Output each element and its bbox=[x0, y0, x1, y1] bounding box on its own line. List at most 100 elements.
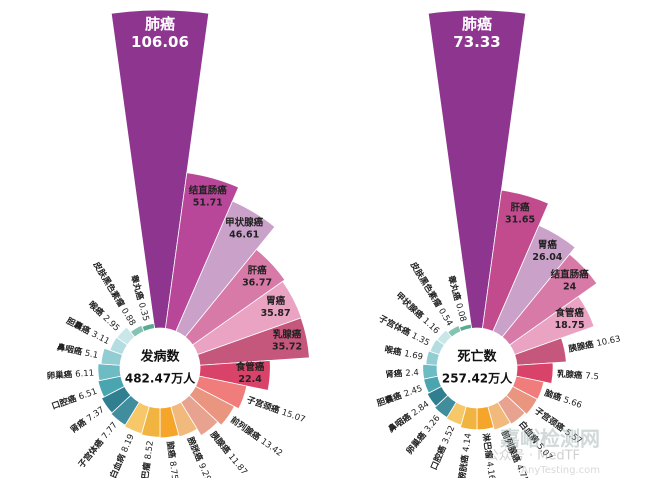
segment-label: 肝癌 31.65 bbox=[505, 201, 535, 225]
label-name: 甲状腺癌 bbox=[394, 290, 427, 322]
label-name: 肝癌 bbox=[248, 264, 268, 276]
label-name: 鼻咽癌 bbox=[386, 411, 414, 435]
label-value: 8.75 bbox=[167, 460, 179, 478]
segment-label: 食管癌 18.75 bbox=[554, 307, 584, 331]
label-name: 肾癌 bbox=[385, 368, 403, 380]
segment-label: 脑癌8.75 bbox=[164, 439, 180, 478]
label-value: 0.54 bbox=[436, 306, 454, 327]
label-name: 胰腺癌 bbox=[566, 338, 595, 354]
total-label: 257.42万人 bbox=[442, 371, 513, 386]
label-value: 6.11 bbox=[75, 368, 95, 379]
segment-label: 结直肠癌 51.71 bbox=[188, 184, 228, 208]
label-value: 22.4 bbox=[238, 374, 262, 385]
segment-label: 脑癌5.66 bbox=[542, 387, 583, 411]
label-name: 肺癌 bbox=[462, 15, 492, 33]
label-name: 食管癌 bbox=[235, 361, 265, 373]
label-name: 甲状腺癌 bbox=[225, 216, 264, 228]
segment-label: 子宫体癌1.35 bbox=[377, 313, 432, 349]
segment-label: 白血病8.19 bbox=[107, 432, 136, 478]
label-value: 0.88 bbox=[119, 306, 137, 327]
label-value: 3.26 bbox=[422, 413, 442, 434]
label-name: 膀胱癌 bbox=[456, 454, 471, 478]
label-value: 35.87 bbox=[261, 308, 291, 319]
label-value: 73.33 bbox=[453, 33, 500, 51]
label-value: 18.75 bbox=[555, 320, 585, 331]
segment-label: 膀胱癌9.29 bbox=[185, 434, 214, 478]
segment-label: 胃癌 35.87 bbox=[261, 295, 291, 319]
segment-label: 食管癌 22.4 bbox=[235, 361, 265, 385]
label-value: 0.35 bbox=[136, 301, 151, 322]
segment-label: 鼻咽癌5.1 bbox=[56, 341, 99, 360]
label-value: 106.06 bbox=[131, 33, 189, 51]
label-name: 肺癌 bbox=[145, 15, 175, 33]
label-value: 2.84 bbox=[410, 399, 431, 418]
segment-label: 肾癌 2.4 bbox=[385, 366, 419, 379]
label-name: 胃癌 bbox=[538, 239, 558, 251]
center-label: 死亡数 bbox=[457, 349, 497, 365]
segment-label: 肾癌7.37 bbox=[68, 404, 106, 435]
label-name: 淋巴瘤 bbox=[138, 461, 152, 478]
label-value: 11.87 bbox=[226, 452, 249, 477]
label-name: 子宫体癌 bbox=[76, 436, 106, 470]
label-value: 13.42 bbox=[259, 436, 285, 458]
segment-label: 乳腺癌 7.5 bbox=[557, 368, 600, 382]
label-name: 结直肠癌 bbox=[550, 268, 590, 280]
rose: 死亡数 257.42万人 bbox=[422, 9, 598, 431]
label-value: 1.16 bbox=[421, 316, 442, 336]
label-value: 2.45 bbox=[403, 383, 424, 399]
label-value: 2.4 bbox=[405, 367, 419, 378]
center-circle bbox=[120, 328, 200, 408]
label-name: 卵巢癌 bbox=[46, 368, 73, 381]
segment-label: 肺癌 106.06 bbox=[131, 15, 189, 51]
label-name: 脑癌 bbox=[164, 439, 177, 459]
label-name: 胰腺癌 bbox=[208, 428, 234, 456]
label-name: 食管癌 bbox=[554, 307, 584, 319]
label-name: 肾癌 bbox=[68, 416, 89, 435]
segment-label: 淋巴瘤 4.16 bbox=[481, 432, 498, 478]
label-value: 7.5 bbox=[585, 371, 599, 382]
label-value: 31.65 bbox=[505, 214, 535, 225]
segment-label: 口腔癌6.51 bbox=[50, 385, 98, 411]
label-value: 46.61 bbox=[229, 229, 259, 240]
segment-label: 甲状腺癌 46.61 bbox=[225, 216, 264, 240]
label-name: 白血病 bbox=[107, 452, 127, 478]
label-name: 喉癌 bbox=[384, 343, 403, 357]
label-value: 1.35 bbox=[410, 331, 431, 349]
label-value: 2.95 bbox=[101, 313, 122, 333]
label-name: 卵巢癌 bbox=[404, 429, 429, 456]
label-value: 0.08 bbox=[454, 302, 469, 323]
segment-label: 胰腺癌11.87 bbox=[208, 428, 251, 477]
center-label: 发病数 bbox=[139, 349, 180, 365]
label-value: 7.37 bbox=[85, 405, 106, 424]
label-name: 胃癌 bbox=[266, 295, 286, 307]
label-value: 6.51 bbox=[77, 386, 98, 402]
label-name: 睾丸癌 bbox=[446, 274, 464, 302]
total-label: 482.47万人 bbox=[125, 371, 196, 386]
label-value: 35.72 bbox=[272, 341, 302, 352]
label-name: 子宫颈癌 bbox=[245, 394, 281, 416]
segment-label: 乳腺癌 35.72 bbox=[272, 328, 302, 352]
rose-segment bbox=[422, 363, 439, 380]
label-name: 子宫体癌 bbox=[377, 313, 413, 339]
label-name: 睾丸癌 bbox=[129, 274, 147, 302]
label-name: 脑癌 bbox=[542, 387, 563, 404]
label-name: 胆囊癌 bbox=[374, 390, 403, 409]
label-value: 8.19 bbox=[120, 432, 137, 453]
label-value: 36.77 bbox=[242, 277, 272, 288]
label-name: 喉癌 bbox=[86, 299, 106, 319]
label-name: 口腔癌 bbox=[50, 393, 78, 412]
segment-label: 结直肠癌 24 bbox=[550, 268, 590, 292]
segment-label: 淋巴瘤8.52 bbox=[138, 440, 155, 478]
label-value: 1.69 bbox=[403, 349, 424, 363]
label-name: 结直肠癌 bbox=[188, 184, 228, 196]
segment-label: 肺癌 73.33 bbox=[453, 15, 500, 51]
label-name: 淋巴瘤 bbox=[481, 432, 495, 459]
label-value: 26.04 bbox=[532, 252, 562, 263]
label-value: 5.66 bbox=[562, 395, 583, 411]
label-name: 膀胱癌 bbox=[185, 434, 206, 463]
label-value: 5.1 bbox=[84, 348, 99, 361]
segment-label: 卵巢癌 6.11 bbox=[46, 367, 94, 381]
watermark: 嘉峪检测网 公众号 · MedTF AnyTesting.com bbox=[486, 427, 600, 477]
label-value: 51.71 bbox=[193, 197, 223, 208]
